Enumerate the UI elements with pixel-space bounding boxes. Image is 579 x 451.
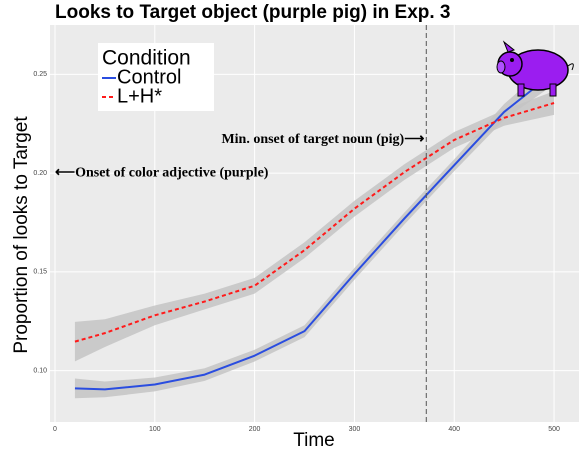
- annotation: Min. onset of target noun (pig)⟶: [221, 132, 424, 147]
- x-tick-label: 300: [349, 426, 361, 433]
- x-tick-label: 0: [53, 426, 57, 433]
- x-tick-label: 100: [149, 426, 161, 433]
- chart-title: Looks to Target object (purple pig) in E…: [55, 2, 451, 23]
- x-tick-label: 200: [249, 426, 261, 433]
- legend-label: L+H*: [117, 85, 162, 107]
- y-axis-label: Proportion of looks to Target: [11, 116, 32, 354]
- y-tick-label: 0.15: [33, 269, 47, 276]
- x-axis-label: Time: [293, 430, 335, 451]
- x-tick-label: 500: [548, 426, 560, 433]
- y-tick-label: 0.10: [33, 367, 47, 374]
- y-tick-label: 0.20: [33, 170, 47, 177]
- x-tick-label: 400: [448, 426, 460, 433]
- y-tick-label: 0.25: [33, 71, 47, 78]
- annotation: ⟵Onset of color adjective (purple): [55, 165, 269, 180]
- chart: Min. onset of target noun (pig)⟶ ⟵Onset o…: [0, 0, 579, 451]
